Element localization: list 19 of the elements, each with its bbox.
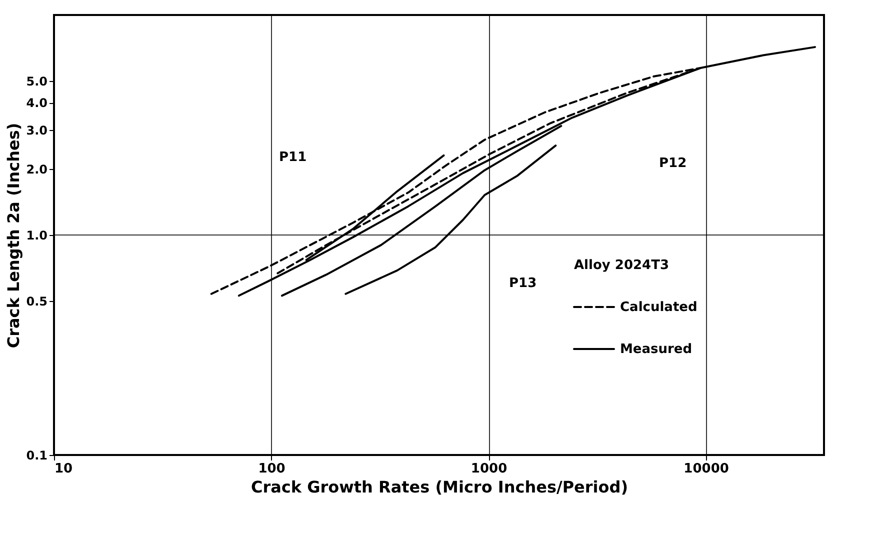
annotation: P13 bbox=[509, 276, 537, 291]
y-tick-label: 2.0 bbox=[26, 162, 48, 176]
x-axis-title: Crack Growth Rates (Micro Inches/Period) bbox=[250, 478, 628, 496]
legend-title: Alloy 2024T3 bbox=[574, 258, 669, 273]
y-tick-label: 1.0 bbox=[26, 228, 48, 242]
x-tick-label: 1000 bbox=[470, 462, 508, 476]
annotation: P12 bbox=[659, 156, 687, 171]
x-tick-label: 100 bbox=[258, 462, 286, 476]
legend-label: Measured bbox=[620, 342, 692, 357]
y-axis-title: Crack Length 2a (Inches) bbox=[4, 122, 24, 348]
y-tick-label: 5.0 bbox=[26, 74, 48, 89]
y-tick-label: 4.0 bbox=[26, 96, 48, 110]
y-tick-label: 3.0 bbox=[26, 124, 48, 138]
x-tick-label: 10 bbox=[54, 462, 73, 476]
y-tick-label: 0.5 bbox=[26, 294, 48, 309]
legend-label: Calculated bbox=[620, 300, 698, 315]
y-tick-label: 0.1 bbox=[26, 448, 48, 462]
x-tick-label: 10000 bbox=[684, 462, 729, 476]
annotation: P11 bbox=[279, 150, 307, 165]
